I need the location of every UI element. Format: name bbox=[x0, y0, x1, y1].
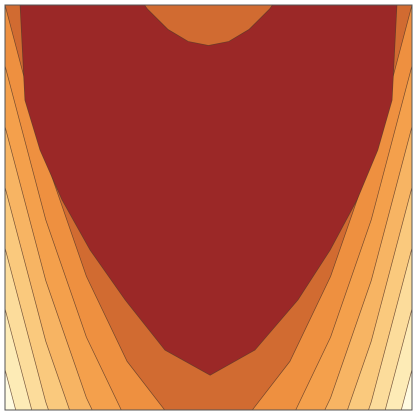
contour-line bbox=[19, 5, 398, 376]
contour-line bbox=[5, 5, 412, 410]
plot-area bbox=[5, 5, 412, 410]
plot-frame bbox=[4, 4, 413, 411]
contour-line bbox=[5, 126, 412, 410]
contour-band bbox=[144, 5, 273, 46]
contour-band bbox=[20, 5, 397, 376]
contour-line bbox=[144, 5, 273, 46]
contour-line bbox=[5, 65, 412, 410]
